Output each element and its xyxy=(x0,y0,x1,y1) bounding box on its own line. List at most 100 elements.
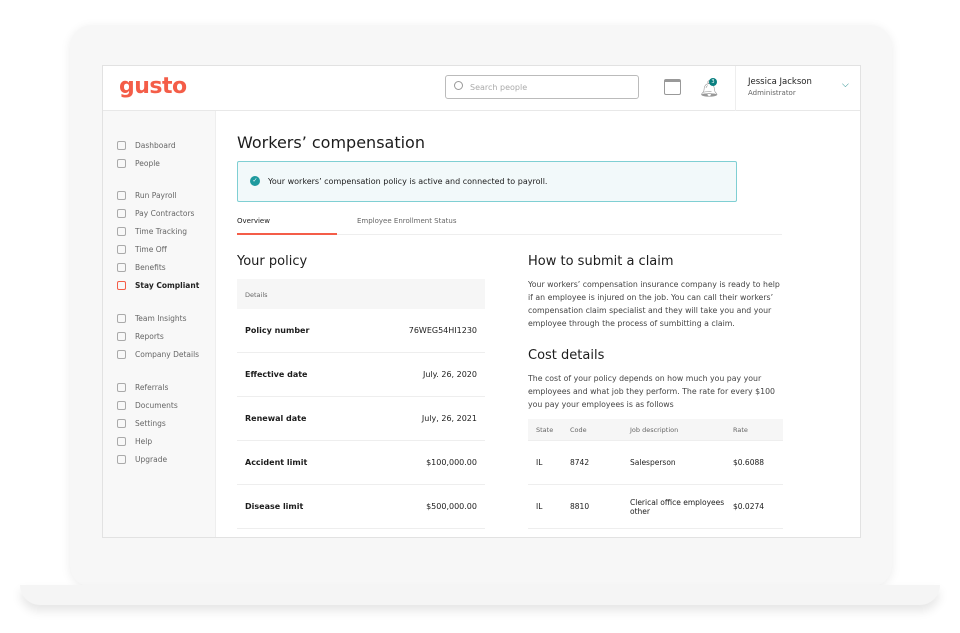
row-label: Policy number xyxy=(245,326,310,335)
sidebar-item-label: Run Payroll xyxy=(135,190,177,200)
user-role: Administrator xyxy=(748,89,796,97)
sidebar: Dashboard People Run Payroll Pay Contractor… xyxy=(103,111,216,537)
app-window: gusto Search people 🔔︎ 3 Jessica Jackson… xyxy=(102,65,861,538)
sidebar-item-label: Pay Contractors xyxy=(135,208,195,218)
sidebar-item-label: Team Insights xyxy=(135,313,187,323)
tab-bar: Overview Employee Enrollment Status xyxy=(237,217,782,235)
row-value: $100,000.00 xyxy=(426,458,477,467)
sidebar-item-label: Benefits xyxy=(135,262,166,272)
policy-table-header: Details xyxy=(237,279,485,309)
sidebar-item-pay-contractors[interactable]: Pay Contractors xyxy=(117,207,194,219)
tab-overview[interactable]: Overview xyxy=(237,217,337,235)
sidebar-item-label: Time Off xyxy=(135,244,167,254)
table-row: IL 8810 Clerical office employees other $0.… xyxy=(528,485,783,529)
person-icon xyxy=(117,158,126,168)
sidebar-item-company-details[interactable]: Company Details xyxy=(117,348,199,360)
sidebar-item-label: Documents xyxy=(135,400,178,410)
sidebar-item-label: People xyxy=(135,158,160,168)
sidebar-item-help[interactable]: Help xyxy=(117,435,152,447)
table-row: Disease limit $500,000.00 xyxy=(237,485,485,529)
sidebar-item-reports[interactable]: Reports xyxy=(117,330,164,342)
cost-table-header: State Code Job description Rate xyxy=(528,419,783,441)
sidebar-item-settings[interactable]: Settings xyxy=(117,417,166,429)
policy-title: Your policy xyxy=(237,254,308,269)
col-rate: Rate xyxy=(733,425,748,434)
sidebar-item-label: Dashboard xyxy=(135,140,176,150)
gusto-logo[interactable]: gusto xyxy=(119,74,187,99)
calendar-icon[interactable] xyxy=(664,79,681,95)
sidebar-item-run-payroll[interactable]: Run Payroll xyxy=(117,189,177,201)
row-label: Accident limit xyxy=(245,458,308,467)
search-placeholder: Search people xyxy=(470,83,528,92)
cost-text: The cost of your policy depends on how m… xyxy=(528,374,775,409)
tab-employee-enrollment-status[interactable]: Employee Enrollment Status xyxy=(357,217,457,225)
plane-icon xyxy=(117,244,126,254)
sidebar-item-dashboard[interactable]: Dashboard xyxy=(117,139,176,151)
home-icon xyxy=(117,140,126,150)
cost-title: Cost details xyxy=(528,348,605,363)
search-icon xyxy=(454,81,463,90)
sidebar-item-documents[interactable]: Documents xyxy=(117,399,178,411)
clock-icon xyxy=(117,226,126,236)
cost-table: State Code Job description Rate IL 8742 Sa… xyxy=(528,419,783,529)
gift-icon xyxy=(117,382,126,392)
page-title: Workers’ compensation xyxy=(237,133,425,152)
sidebar-item-time-off[interactable]: Time Off xyxy=(117,243,167,255)
chevron-down-icon[interactable]: ⌵ xyxy=(842,80,849,90)
row-label: Effective date xyxy=(245,370,308,379)
heart-icon xyxy=(117,262,126,272)
table-cell: Clerical office employees other xyxy=(630,497,725,516)
sidebar-item-label: Upgrade xyxy=(135,454,168,464)
lock-icon xyxy=(117,280,126,290)
sidebar-item-time-tracking[interactable]: Time Tracking xyxy=(117,225,187,237)
table-cell: 8742 xyxy=(570,458,590,467)
sidebar-item-label: Reports xyxy=(135,331,164,341)
check-circle-icon: ✓ xyxy=(250,176,260,186)
table-row: Policy number 76WEG54HI1230 xyxy=(237,309,485,353)
sidebar-item-team-insights[interactable]: Team Insights xyxy=(117,312,187,324)
row-value: July. 26, 2020 xyxy=(423,370,477,379)
alert-text: Your workers’ compensation policy is act… xyxy=(268,177,548,186)
claim-text: Your workers’ compensation insurance com… xyxy=(528,280,780,328)
table-cell: $0.0274 xyxy=(733,502,765,511)
search-input[interactable]: Search people xyxy=(445,75,639,99)
sidebar-item-label: Time Tracking xyxy=(135,226,187,236)
folder-icon xyxy=(117,331,126,341)
user-name: Jessica Jackson xyxy=(748,77,812,87)
col-state: State xyxy=(536,425,554,434)
status-alert: ✓ Your workers’ compensation policy is a… xyxy=(237,161,737,202)
table-cell: IL xyxy=(536,458,543,467)
row-value: $500,000.00 xyxy=(426,502,477,511)
table-row: Accident limit $100,000.00 xyxy=(237,441,485,485)
col-code: Code xyxy=(570,425,587,434)
sidebar-item-label: Help xyxy=(135,436,153,446)
claim-title: How to submit a claim xyxy=(528,254,674,269)
store-icon xyxy=(117,349,126,359)
table-row: Renewal date July, 26, 2021 xyxy=(237,397,485,441)
notification-badge: 3 xyxy=(709,78,717,86)
sidebar-item-label: Referrals xyxy=(135,382,169,392)
row-label: Disease limit xyxy=(245,502,304,511)
sidebar-item-referrals[interactable]: Referrals xyxy=(117,381,168,393)
table-cell: IL xyxy=(536,502,543,511)
cash-icon xyxy=(117,208,126,218)
row-label: Renewal date xyxy=(245,414,307,423)
gear-icon xyxy=(117,418,126,428)
col-job-description: Job description xyxy=(630,425,679,434)
sidebar-item-people[interactable]: People xyxy=(117,157,160,169)
table-row: IL 8742 Salesperson $0.6088 xyxy=(528,441,783,485)
sidebar-item-label: Settings xyxy=(135,418,166,428)
policy-table: Details Policy number 76WEG54HI1230 Effect… xyxy=(237,279,485,529)
sidebar-item-stay-compliant[interactable]: Stay Compliant xyxy=(117,279,199,291)
table-cell: 8810 xyxy=(570,502,590,511)
sidebar-item-upgrade[interactable]: Upgrade xyxy=(117,453,167,465)
lifebuoy-icon xyxy=(117,436,126,446)
laptop-base xyxy=(20,585,940,605)
sidebar-item-label: Company Details xyxy=(135,349,200,359)
sidebar-item-benefits[interactable]: Benefits xyxy=(117,261,166,273)
document-icon xyxy=(117,400,126,410)
dollar-icon xyxy=(117,190,126,200)
upgrade-icon xyxy=(117,454,126,464)
table-cell: $0.6088 xyxy=(733,458,765,467)
user-menu[interactable]: Jessica Jackson Administrator ⌵ xyxy=(735,66,860,111)
